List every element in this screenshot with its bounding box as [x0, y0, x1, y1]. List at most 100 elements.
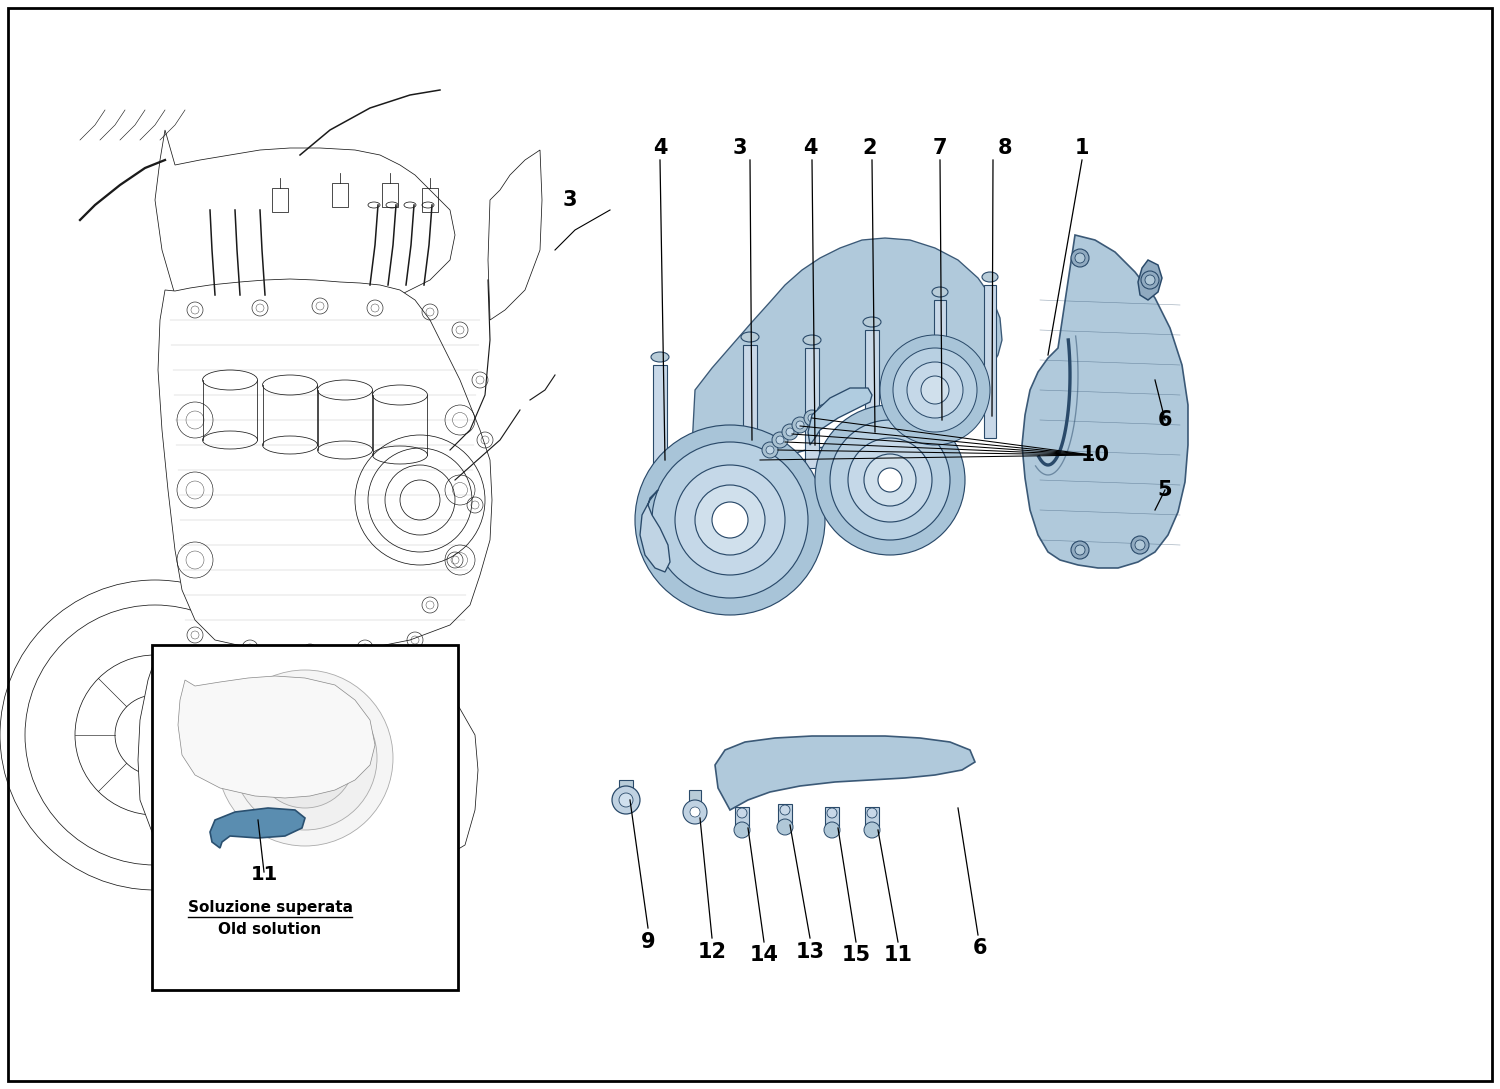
- Circle shape: [777, 819, 794, 835]
- Polygon shape: [210, 808, 304, 848]
- Circle shape: [762, 442, 778, 458]
- Circle shape: [834, 493, 844, 503]
- Bar: [652, 365, 668, 480]
- Text: Old solution: Old solution: [219, 922, 321, 937]
- Polygon shape: [138, 650, 478, 872]
- Polygon shape: [178, 676, 375, 798]
- Text: 2: 2: [862, 138, 877, 158]
- Circle shape: [694, 485, 765, 555]
- Circle shape: [217, 670, 393, 846]
- Text: 1: 1: [1074, 138, 1089, 158]
- Circle shape: [792, 417, 808, 433]
- Circle shape: [864, 454, 916, 506]
- Text: 9: 9: [640, 932, 656, 952]
- Bar: [332, 183, 348, 207]
- Ellipse shape: [982, 272, 998, 282]
- Ellipse shape: [768, 457, 852, 503]
- Circle shape: [232, 686, 376, 830]
- Text: Soluzione superata: Soluzione superata: [188, 900, 352, 915]
- Text: 14: 14: [750, 945, 778, 965]
- Bar: [382, 183, 398, 207]
- Circle shape: [855, 470, 865, 480]
- Circle shape: [736, 808, 747, 818]
- Bar: [865, 807, 879, 827]
- Circle shape: [1142, 271, 1160, 289]
- Circle shape: [795, 505, 806, 515]
- Bar: [934, 299, 946, 445]
- Circle shape: [690, 807, 700, 817]
- Circle shape: [255, 708, 356, 808]
- Bar: [806, 348, 819, 468]
- Circle shape: [786, 428, 794, 436]
- Polygon shape: [808, 388, 871, 445]
- Polygon shape: [668, 238, 1002, 580]
- Bar: [825, 807, 839, 827]
- Circle shape: [675, 465, 784, 575]
- Circle shape: [1076, 253, 1084, 264]
- Polygon shape: [153, 650, 176, 840]
- Text: 6: 6: [972, 938, 987, 958]
- Circle shape: [880, 335, 990, 445]
- Circle shape: [634, 425, 825, 615]
- Circle shape: [796, 421, 804, 429]
- Circle shape: [1136, 540, 1144, 550]
- Circle shape: [682, 800, 706, 824]
- Bar: [272, 188, 288, 212]
- Text: 3: 3: [732, 138, 747, 158]
- Circle shape: [908, 362, 963, 418]
- Circle shape: [762, 499, 772, 509]
- Circle shape: [612, 786, 640, 813]
- Ellipse shape: [651, 352, 669, 362]
- Circle shape: [827, 808, 837, 818]
- Circle shape: [274, 729, 334, 788]
- Circle shape: [808, 414, 816, 423]
- Bar: [865, 330, 879, 458]
- Circle shape: [804, 409, 820, 426]
- Polygon shape: [158, 279, 492, 654]
- Circle shape: [1144, 276, 1155, 285]
- Text: 4: 4: [652, 138, 668, 158]
- Circle shape: [892, 348, 977, 432]
- Circle shape: [712, 502, 748, 538]
- Circle shape: [921, 376, 950, 404]
- Text: 13: 13: [795, 942, 825, 962]
- Text: 10: 10: [1080, 445, 1110, 465]
- Circle shape: [867, 808, 877, 818]
- Ellipse shape: [752, 448, 868, 513]
- Text: 7: 7: [933, 138, 948, 158]
- Circle shape: [1131, 536, 1149, 554]
- Circle shape: [847, 438, 932, 522]
- Circle shape: [766, 446, 774, 454]
- Text: 6: 6: [1158, 409, 1173, 430]
- Bar: [688, 790, 700, 812]
- Ellipse shape: [741, 332, 759, 342]
- Bar: [152, 645, 458, 990]
- Circle shape: [830, 420, 950, 540]
- Text: 11: 11: [884, 945, 912, 965]
- Circle shape: [776, 436, 784, 444]
- Ellipse shape: [932, 287, 948, 297]
- Circle shape: [818, 404, 833, 420]
- Circle shape: [1076, 544, 1084, 555]
- Circle shape: [290, 743, 320, 773]
- Bar: [735, 807, 748, 827]
- Text: 15: 15: [842, 945, 870, 965]
- Bar: [984, 285, 996, 438]
- Circle shape: [772, 432, 788, 448]
- Circle shape: [878, 468, 902, 492]
- Text: 4: 4: [802, 138, 818, 158]
- Bar: [620, 780, 633, 802]
- Circle shape: [780, 805, 790, 815]
- Polygon shape: [640, 490, 670, 572]
- Text: 11: 11: [251, 866, 278, 884]
- Polygon shape: [154, 130, 454, 320]
- Circle shape: [652, 442, 808, 598]
- Circle shape: [864, 822, 880, 839]
- Text: 12: 12: [698, 942, 726, 962]
- Polygon shape: [716, 736, 975, 810]
- Circle shape: [782, 424, 798, 440]
- Circle shape: [815, 405, 965, 555]
- Bar: [778, 804, 792, 824]
- Polygon shape: [1022, 235, 1188, 568]
- Circle shape: [824, 822, 840, 839]
